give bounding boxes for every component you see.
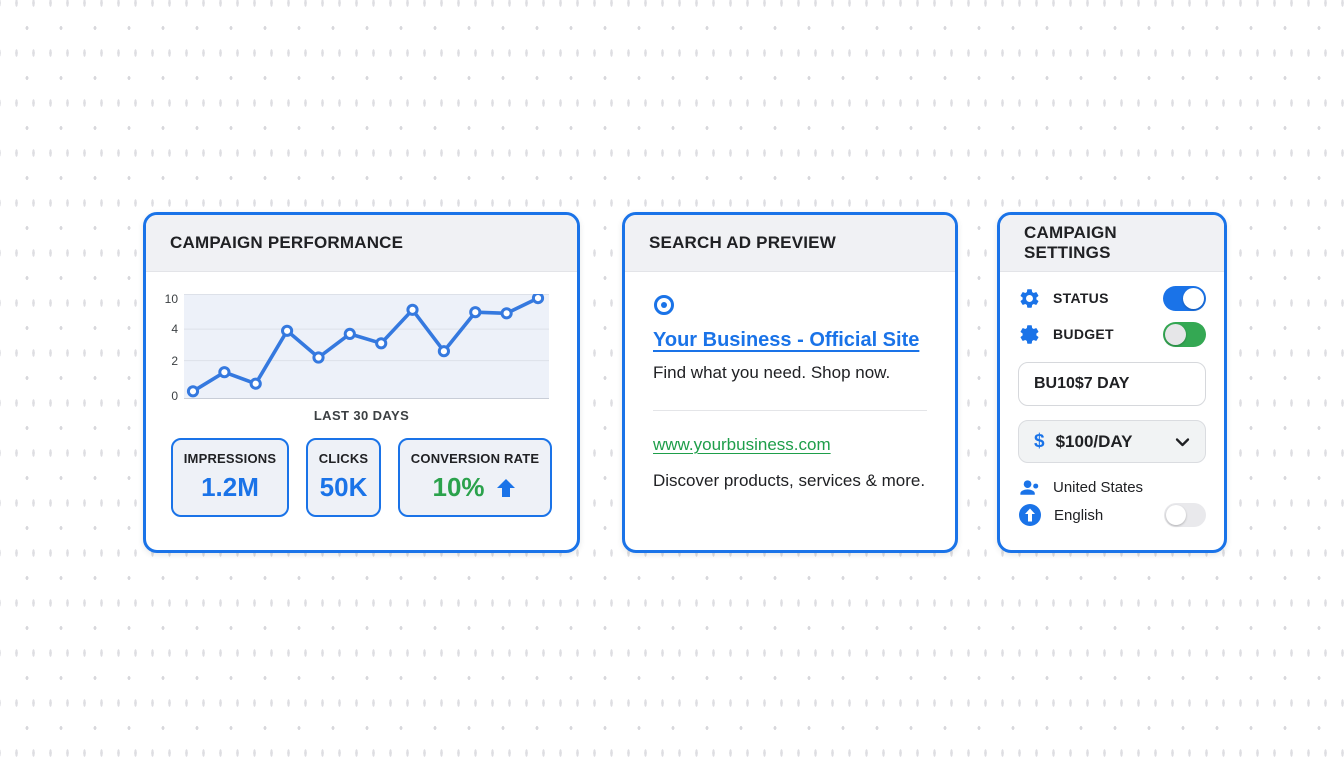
- people-icon: [1020, 479, 1039, 495]
- toggle-knob: [1165, 323, 1186, 345]
- ad-headline-link[interactable]: Your Business - Official Site: [653, 329, 920, 351]
- budget-text-input[interactable]: [1018, 362, 1206, 406]
- toggle-knob: [1166, 505, 1186, 525]
- y-tick-label: 10: [164, 292, 178, 306]
- settings-body: STATUS BUDGET $ $100/DAY: [1000, 272, 1224, 529]
- performance-chart: 0 2 4 10: [160, 292, 553, 403]
- card-header: CAMPAIGN SETTINGS: [1000, 215, 1224, 272]
- gear-icon: [1020, 288, 1039, 308]
- metric-label: CONVERSION RATE: [410, 451, 540, 466]
- budget-select-value: $100/DAY: [1055, 431, 1133, 451]
- performance-chart-svg: [184, 294, 549, 399]
- budget-amount-select[interactable]: $ $100/DAY: [1018, 420, 1206, 463]
- ad-footer-text: Discover products, services & more.: [653, 471, 926, 490]
- chevron-down-icon: [1175, 437, 1190, 446]
- trend-up-icon: [496, 478, 515, 497]
- chart-caption: LAST 30 DAYS: [313, 408, 410, 423]
- plot-background: [184, 294, 549, 399]
- card-header: CAMPAIGN PERFORMANCE: [146, 215, 577, 272]
- card-title: SEARCH AD PREVIEW: [649, 233, 836, 252]
- arrow-up-circle-icon: [1019, 504, 1041, 526]
- status-toggle[interactable]: [1163, 285, 1206, 311]
- ad-target-icon: [654, 295, 674, 315]
- conversion-rate-value: 10%: [432, 472, 485, 502]
- ad-preview-body: Your Business - Official Site Find what …: [625, 272, 955, 491]
- gear-icon: [1020, 324, 1039, 344]
- status-label: STATUS: [1053, 290, 1109, 306]
- language-row: English: [1018, 501, 1206, 529]
- y-tick-label: 0: [171, 389, 178, 403]
- metric-label: CLICKS: [318, 451, 369, 466]
- campaign-performance-card: CAMPAIGN PERFORMANCE 0 2 4 10 LAST 30 DAYS …: [143, 212, 580, 553]
- dollar-icon: $: [1034, 430, 1045, 452]
- ad-display-url-link[interactable]: www.yourbusiness.com: [653, 435, 831, 454]
- y-tick-label: 4: [171, 322, 178, 337]
- toggle-knob: [1183, 287, 1204, 309]
- metric-value: 10%: [410, 472, 540, 503]
- card-header: SEARCH AD PREVIEW: [625, 215, 955, 272]
- budget-label: BUDGET: [1053, 326, 1114, 342]
- metric-value: 1.2M: [201, 472, 259, 502]
- card-title: CAMPAIGN SETTINGS: [1024, 223, 1117, 262]
- budget-toggle[interactable]: [1163, 321, 1206, 347]
- metric-impressions: IMPRESSIONS 1.2M: [171, 438, 289, 517]
- search-ad-preview-card: SEARCH AD PREVIEW Your Business - Offici…: [622, 212, 958, 553]
- language-label: English: [1054, 506, 1104, 524]
- y-tick-label: 2: [171, 353, 178, 368]
- chart-y-axis: 0 2 4 10: [160, 292, 184, 403]
- metric-clicks: CLICKS 50K: [305, 438, 382, 517]
- budget-row: BUDGET: [1018, 318, 1206, 350]
- divider: [653, 410, 927, 411]
- status-row: STATUS: [1018, 282, 1206, 314]
- metrics-row: IMPRESSIONS 1.2M CLICKS 50K CONVERSION R…: [171, 438, 552, 517]
- card-title: CAMPAIGN PERFORMANCE: [170, 233, 404, 252]
- location-label: United States: [1053, 478, 1144, 496]
- metric-conversion-rate: CONVERSION RATE 10%: [398, 438, 552, 517]
- language-toggle[interactable]: [1164, 503, 1206, 527]
- location-row: United States: [1018, 473, 1206, 501]
- ad-description: Find what you need. Shop now.: [653, 363, 891, 382]
- metric-value: 50K: [319, 472, 368, 502]
- campaign-settings-card: CAMPAIGN SETTINGS STATUS BUDGET: [997, 212, 1227, 553]
- metric-label: IMPRESSIONS: [183, 451, 277, 466]
